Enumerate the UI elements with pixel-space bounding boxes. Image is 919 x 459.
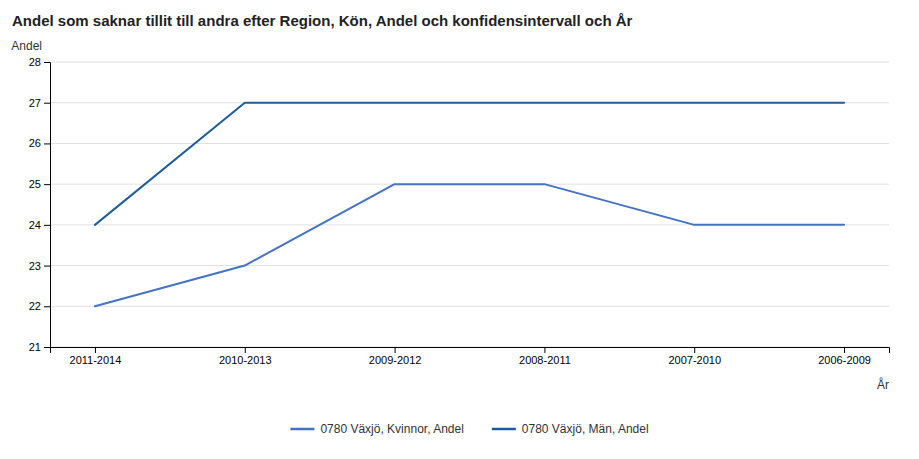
grid-line — [50, 143, 889, 144]
y-axis-title: Andel — [11, 39, 42, 53]
x-tick-label: 2006-2009 — [818, 354, 871, 366]
y-tick-label: 26 — [29, 137, 41, 149]
plot-area: 21 22 23 24 25 26 27 28 2011-2014 2010-2013 2009-2… — [29, 56, 890, 366]
legend-swatch — [492, 428, 516, 431]
x-tick: 2009-2012 — [369, 347, 422, 366]
y-tick-mark — [44, 266, 50, 267]
legend-swatch — [290, 428, 314, 431]
x-tick-mark — [844, 347, 845, 353]
x-tick-mark — [245, 347, 246, 353]
y-tick-label: 21 — [29, 341, 41, 353]
y-axis-line — [44, 63, 51, 348]
y-tick-mark — [44, 306, 50, 307]
x-tick-mark — [95, 347, 96, 353]
x-tick: 2006-2009 — [818, 347, 871, 366]
y-tick-label: 27 — [29, 97, 41, 109]
legend-item: 0780 Växjö, Kvinnor, Andel — [290, 422, 463, 436]
y-tick: 23 — [29, 260, 50, 272]
x-tick-label: 2010-2013 — [219, 354, 272, 366]
legend-label: 0780 Växjö, Kvinnor, Andel — [320, 422, 463, 436]
y-tick-label: 25 — [29, 178, 41, 190]
x-tick: 2008-2011 — [519, 347, 571, 366]
series-line — [95, 184, 844, 306]
y-tick-label: 23 — [29, 260, 41, 272]
chart: 21 22 23 24 25 26 27 28 2011-2014 2010-2013 2009-2… — [0, 0, 919, 459]
x-axis-title: År — [877, 377, 889, 392]
y-tick: 25 — [29, 178, 50, 190]
x-tick-mark — [395, 347, 396, 353]
y-tick-mark — [44, 103, 50, 104]
y-tick-mark — [44, 62, 50, 63]
grid-line — [50, 265, 889, 266]
y-tick: 21 — [29, 341, 50, 353]
y-tick-label: 24 — [29, 219, 41, 231]
legend: 0780 Växjö, Kvinnor, Andel 0780 Växjö, Mä… — [290, 422, 648, 436]
lines — [95, 103, 844, 307]
y-tick: 22 — [29, 300, 50, 312]
grid — [50, 62, 889, 347]
x-tick-label: 2007-2010 — [668, 354, 721, 366]
legend-item: 0780 Växjö, Män, Andel — [492, 422, 649, 436]
grid-line — [50, 306, 889, 307]
y-tick: 24 — [29, 219, 50, 231]
x-tick: 2010-2013 — [219, 347, 272, 366]
y-tick-mark — [44, 184, 50, 185]
x-tick-mark — [694, 347, 695, 353]
y-tick-label: 28 — [29, 56, 41, 68]
x-axis: 2011-2014 2010-2013 2009-2012 2008-2011 2007… — [51, 347, 890, 366]
x-tick-label: 2011-2014 — [70, 354, 122, 366]
x-tick-label: 2008-2011 — [519, 354, 571, 366]
x-tick-mark — [544, 347, 545, 353]
y-tick-label: 22 — [29, 300, 41, 312]
title: Andel som saknar tillit till andra efter… — [12, 12, 633, 29]
y-tick: 28 — [29, 56, 50, 68]
x-axis-line — [51, 348, 890, 354]
x-tick: 2011-2014 — [70, 347, 122, 366]
x-tick: 2007-2010 — [668, 347, 721, 366]
y-tick: 27 — [29, 97, 50, 109]
y-tick-mark — [44, 225, 50, 226]
series-line — [95, 103, 844, 225]
y-axis: 21 22 23 24 25 26 27 28 — [29, 56, 51, 353]
legend-label: 0780 Växjö, Män, Andel — [522, 422, 649, 436]
x-tick-label: 2009-2012 — [369, 354, 422, 366]
y-tick: 26 — [29, 137, 50, 149]
y-tick-mark — [44, 143, 50, 144]
y-tick-mark — [44, 347, 50, 348]
grid-line — [50, 62, 889, 63]
